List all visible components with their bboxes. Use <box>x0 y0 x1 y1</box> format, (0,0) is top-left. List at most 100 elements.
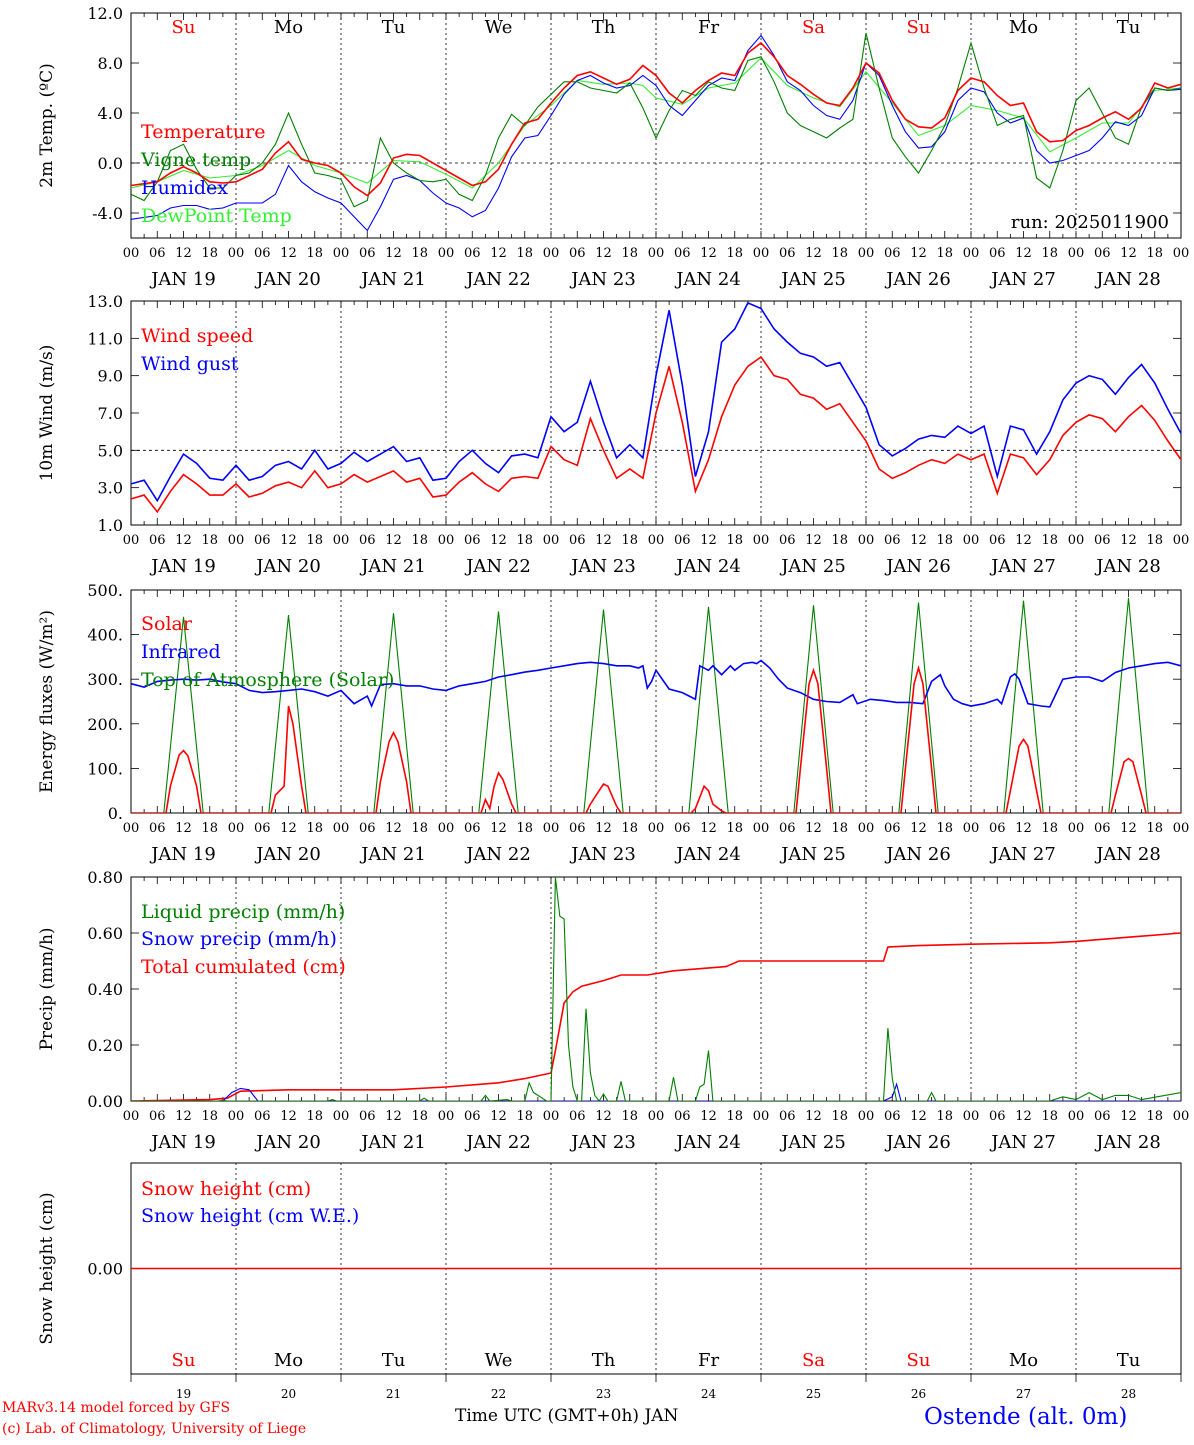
hour-tick-label: 18 <box>831 533 848 548</box>
hour-tick-label: 12 <box>595 246 612 261</box>
hour-tick-label: 06 <box>674 533 691 548</box>
hour-tick-label: 12 <box>1120 1109 1137 1124</box>
hour-tick-label: 18 <box>516 1109 533 1124</box>
chart-panel-3: 0. 100. 200. 300. 400. 500. Energy fluxes (W/m… <box>37 581 1189 865</box>
hour-tick-label: 06 <box>1094 1109 1111 1124</box>
date-label: JAN 26 <box>884 844 951 865</box>
y-tick-label: 300. <box>87 670 123 689</box>
day-of-week-label: We <box>485 1350 513 1371</box>
y-tick-label: -4.0 <box>92 204 123 223</box>
hour-tick-label: 06 <box>989 1109 1006 1124</box>
date-label: JAN 24 <box>674 844 741 865</box>
y-tick-label: 13.0 <box>87 292 123 311</box>
hour-tick-label: 06 <box>149 246 166 261</box>
hour-tick-label: 18 <box>201 821 218 836</box>
date-label: JAN 19 <box>149 556 216 577</box>
hour-tick-label: 06 <box>254 821 271 836</box>
hour-tick-label: 06 <box>989 246 1006 261</box>
day-of-week-label: Th <box>592 17 616 38</box>
hour-tick-label: 06 <box>569 821 586 836</box>
hour-tick-label: 18 <box>1146 1109 1163 1124</box>
chart-panel-1: -4.0 0.0 4.0 8.0 12.0 2m Temp. (ºC) Temperatur… <box>37 4 1189 290</box>
date-label: JAN 20 <box>254 844 321 865</box>
date-label: JAN 24 <box>674 269 741 290</box>
y-axis-title: 10m Wind (m/s) <box>37 345 57 482</box>
day-number-label: 28 <box>1121 1387 1136 1401</box>
date-label: JAN 26 <box>884 556 951 577</box>
hour-tick-label: 12 <box>385 533 402 548</box>
hour-tick-label: 12 <box>490 533 507 548</box>
hour-tick-label: 18 <box>621 821 638 836</box>
legend-entry: Top of Atmosphere (Solar) <box>141 669 394 691</box>
hour-tick-label: 18 <box>621 1109 638 1124</box>
y-tick-label: 0.00 <box>87 1092 123 1111</box>
hour-tick-label: 18 <box>411 1109 428 1124</box>
hour-tick-label: 12 <box>1015 533 1032 548</box>
hour-tick-label: 12 <box>910 821 927 836</box>
hour-tick-label: 00 <box>648 1109 665 1124</box>
day-of-week-label: Tu <box>382 1350 406 1371</box>
date-label: JAN 26 <box>884 269 951 290</box>
hour-tick-label: 12 <box>700 1109 717 1124</box>
hour-tick-label: 00 <box>963 246 980 261</box>
hour-tick-label: 12 <box>490 246 507 261</box>
hour-tick-label: 06 <box>884 246 901 261</box>
y-tick-label: 4.0 <box>98 104 123 123</box>
date-label: JAN 28 <box>1094 269 1161 290</box>
y-tick-label: 400. <box>87 626 123 645</box>
series-line-4 <box>131 57 1181 189</box>
hour-tick-label: 00 <box>228 246 245 261</box>
date-label: JAN 27 <box>989 844 1056 865</box>
hour-tick-label: 06 <box>569 1109 586 1124</box>
hour-tick-label: 18 <box>1041 821 1058 836</box>
date-label: JAN 22 <box>464 1132 531 1153</box>
hour-tick-label: 18 <box>201 1109 218 1124</box>
date-label: JAN 20 <box>254 269 321 290</box>
y-tick-label: 0.80 <box>87 868 123 887</box>
day-number-label: 25 <box>806 1387 821 1401</box>
hour-tick-label: 18 <box>306 246 323 261</box>
hour-tick-label: 00 <box>648 821 665 836</box>
hour-tick-label: 00 <box>543 246 560 261</box>
hour-tick-label: 06 <box>569 246 586 261</box>
day-of-week-label: Tu <box>382 17 406 38</box>
y-tick-label: 8.0 <box>98 54 123 73</box>
day-of-week-label: Th <box>592 1350 616 1371</box>
day-of-week-label: Fr <box>698 17 719 38</box>
date-label: JAN 20 <box>254 1132 321 1153</box>
hour-tick-label: 18 <box>1146 821 1163 836</box>
hour-tick-label: 12 <box>490 821 507 836</box>
hour-tick-label: 18 <box>1041 533 1058 548</box>
hour-tick-label: 12 <box>490 1109 507 1124</box>
hour-tick-label: 06 <box>989 533 1006 548</box>
date-label: JAN 22 <box>464 269 531 290</box>
hour-tick-label: 06 <box>674 821 691 836</box>
date-label: JAN 27 <box>989 556 1056 577</box>
hour-tick-label: 06 <box>1094 533 1111 548</box>
legend-entry: Liquid precip (mm/h) <box>141 901 345 923</box>
hour-tick-label: 06 <box>884 533 901 548</box>
hour-tick-label: 06 <box>884 1109 901 1124</box>
hour-tick-label: 00 <box>438 533 455 548</box>
hour-tick-label: 18 <box>516 533 533 548</box>
hour-tick-label: 00 <box>753 821 770 836</box>
date-label: JAN 21 <box>359 1132 426 1153</box>
legend-entry: Wind gust <box>141 353 239 375</box>
hour-tick-label: 18 <box>936 1109 953 1124</box>
hour-tick-label: 00 <box>753 246 770 261</box>
hour-tick-label: 00 <box>1068 246 1085 261</box>
day-of-week-label: Su <box>907 1350 931 1371</box>
date-label: JAN 19 <box>149 269 216 290</box>
hour-tick-label: 12 <box>805 1109 822 1124</box>
date-label: JAN 25 <box>779 1132 846 1153</box>
hour-tick-label: 06 <box>359 821 376 836</box>
legend-entry: Snow precip (mm/h) <box>141 928 337 950</box>
date-label: JAN 28 <box>1094 844 1161 865</box>
y-tick-label: 100. <box>87 759 123 778</box>
hour-tick-label: 06 <box>989 821 1006 836</box>
hour-tick-label: 12 <box>385 246 402 261</box>
hour-tick-label: 12 <box>280 821 297 836</box>
legend-entry: Temperature <box>141 121 265 143</box>
day-of-week-label: Tu <box>1117 1350 1141 1371</box>
date-label: JAN 24 <box>674 1132 741 1153</box>
